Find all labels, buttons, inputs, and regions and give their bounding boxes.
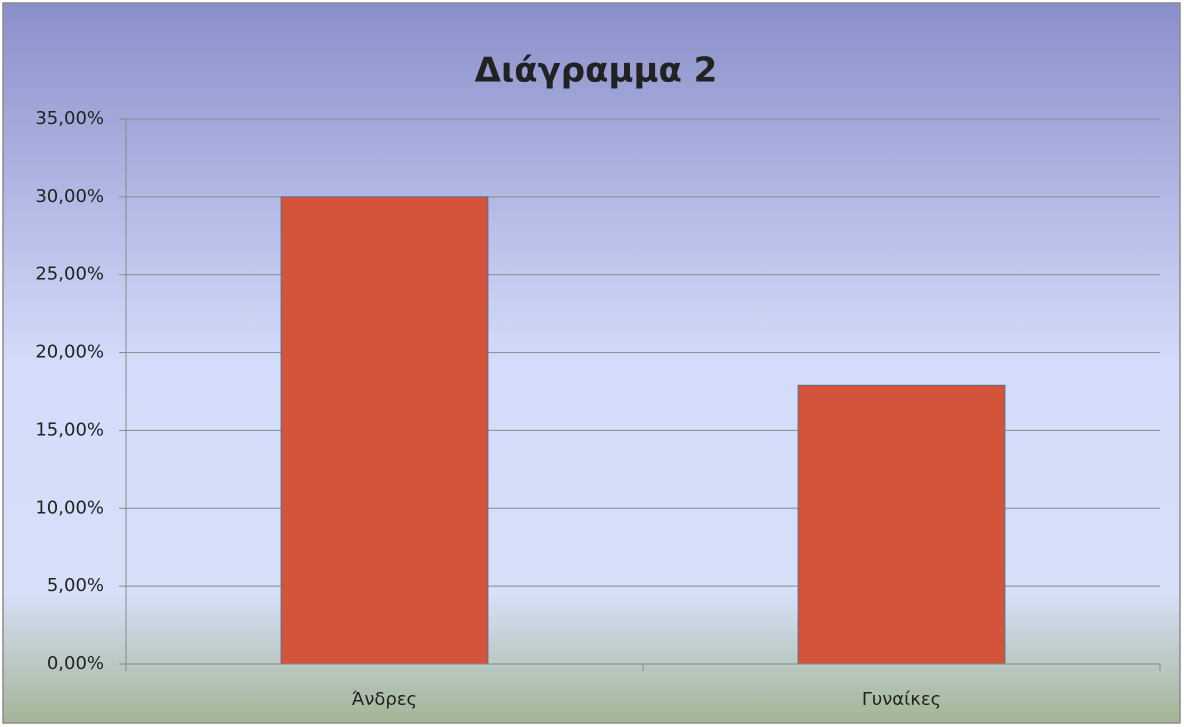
y-tick-label: 20,00% (35, 342, 104, 363)
bar (280, 196, 489, 665)
y-tick-label: 5,00% (47, 575, 104, 596)
x-tick-label: Γυναίκες (862, 689, 941, 710)
bar (797, 384, 1006, 665)
y-tick-label: 15,00% (35, 419, 104, 440)
y-tick-label: 35,00% (35, 108, 104, 129)
y-tick-label: 25,00% (35, 264, 104, 285)
y-tick-label: 0,00% (47, 653, 104, 674)
y-tick-label: 30,00% (35, 186, 104, 207)
chart-title: Διάγραμμα 2 (475, 51, 718, 91)
y-tick-label: 10,00% (35, 497, 104, 518)
x-tick-label: Άνδρες (352, 689, 417, 710)
